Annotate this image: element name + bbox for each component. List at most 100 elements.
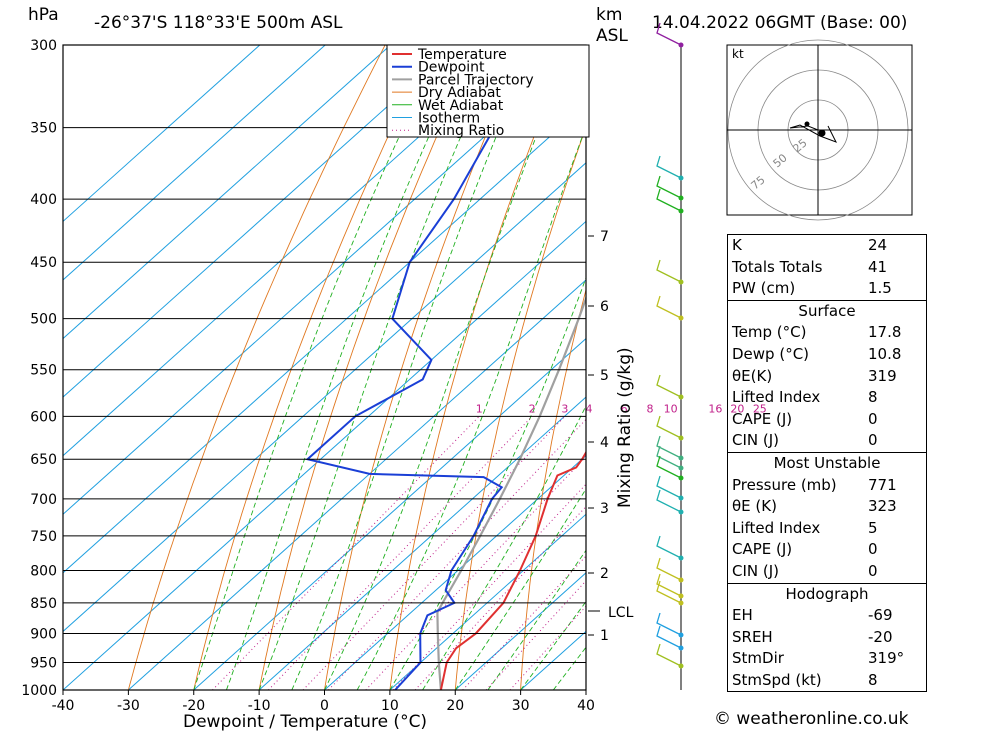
mixing-ratio-label: 8 [647, 402, 654, 415]
surface-title: Surface [798, 301, 856, 320]
hodograph-stat-label: SREH [732, 627, 773, 646]
surface-label: Temp (°C) [732, 323, 807, 342]
surface-row: Temp (°C) 17.8 [728, 322, 926, 344]
surface-row: Dewp (°C) 10.8 [728, 344, 926, 366]
temperature-tick-label: -10 [248, 698, 271, 714]
most-unstable-row: CAPE (J) 0 [728, 539, 926, 561]
index-label: K [732, 236, 742, 254]
pressure-tick-label: 950 [30, 656, 57, 672]
isotherm-line [63, 45, 586, 515]
hodograph-stat-label: StmDir [732, 649, 784, 668]
mixing-ratio-label: 4 [585, 402, 592, 415]
mixing-ratio-axis-label: Mixing Ratio (g/kg) [615, 347, 635, 508]
dry-adiabat-line [520, 287, 586, 690]
temperature-tick-label: 20 [446, 698, 464, 714]
wind-barb [656, 489, 682, 513]
wind-barb [656, 175, 682, 199]
wind-barb [656, 580, 682, 604]
mixing-ratio-line [268, 415, 533, 690]
dry-adiabat-line [952, 45, 987, 690]
isotherm-line [389, 513, 586, 690]
index-value: 1.5 [868, 279, 892, 298]
hodograph-stats-section: Hodograph EH -69 SREH -20 StmDir 319° StmSpd (… [728, 582, 926, 692]
most-unstable-label: θE (K) [732, 497, 777, 516]
hodograph-storm-motion [818, 129, 826, 137]
surface-row: CAPE (J) 0 [728, 409, 926, 431]
isotherm-line [63, 162, 586, 633]
km-tick-label: 2 [600, 566, 609, 582]
wind-barb [656, 22, 682, 46]
surface-row: θE(K) 319 [728, 366, 926, 388]
hpa-label: hPa [28, 5, 59, 25]
index-row: Totals Totals 41 [728, 257, 926, 279]
surface-row: Lifted Index 8 [728, 387, 926, 409]
mixing-ratio-label: 6 [621, 402, 628, 415]
surface-label: CIN (J) [732, 431, 780, 450]
mixing-ratio-label: 16 [708, 402, 722, 415]
hodograph-stat-value: -69 [868, 606, 893, 625]
wind-barb [656, 535, 682, 559]
wind-barb [656, 188, 682, 212]
isotherm-line [63, 220, 586, 690]
index-row: PW (cm) 1.5 [728, 278, 926, 300]
mixing-ratio-label: 25 [753, 402, 767, 415]
wind-barb [656, 625, 682, 649]
pressure-tick-label: 600 [30, 409, 57, 425]
legend-entry: Dewpoint [418, 60, 485, 76]
mixing-ratio-line [328, 418, 586, 690]
hodograph-stat-row: StmSpd (kt) 8 [728, 670, 926, 692]
most-unstable-section: Most Unstable Pressure (mb) 771 θE (K) 323 L… [728, 451, 926, 583]
pressure-tick-label: 750 [30, 529, 57, 545]
most-unstable-value: 5 [868, 518, 878, 537]
hodograph-stat-label: EH [732, 606, 753, 625]
km-tick-label: 4 [600, 435, 609, 451]
wind-barb [656, 455, 682, 479]
dewpoint-line [305, 45, 549, 690]
pressure-tick-label: 850 [30, 596, 57, 612]
wind-barb [656, 573, 682, 597]
index-label: PW (cm) [732, 279, 796, 298]
temperature-tick-label: -30 [117, 698, 140, 714]
mixing-ratio-label: 3 [561, 402, 568, 415]
hodograph-stat-value: -20 [868, 627, 893, 646]
parcel-trajectory-line [436, 295, 586, 690]
index-value: 24 [868, 236, 888, 254]
most-unstable-label: CAPE (J) [732, 540, 793, 559]
wind-barb [656, 557, 682, 581]
most-unstable-row: Lifted Index 5 [728, 518, 926, 540]
isotherm-line [63, 45, 261, 223]
wet-adiabat-line [389, 276, 586, 690]
km-tick-label: 1 [600, 628, 609, 644]
wet-adiabat-line [487, 549, 586, 690]
most-unstable-title: Most Unstable [773, 453, 881, 472]
temperature-tick-label: 30 [512, 698, 530, 714]
isotherm-line [324, 455, 586, 690]
dry-adiabat-line [454, 125, 586, 690]
lcl-label: LCL [608, 605, 634, 621]
most-unstable-value: 771 [868, 475, 897, 494]
pressure-tick-label: 700 [30, 492, 57, 508]
pressure-tick-label: 650 [30, 452, 57, 468]
copyright-footer[interactable]: © weatheronline.co.uk [714, 709, 909, 729]
legend-entry: Mixing Ratio [418, 123, 504, 139]
location-title: -26°37'S 118°33'E 500m ASL [94, 13, 343, 33]
pressure-tick-label: 1000 [21, 683, 57, 699]
wind-barb [656, 374, 682, 398]
hodograph-stat-row: StmDir 319° [728, 648, 926, 670]
hodograph-stat-value: 8 [868, 670, 878, 689]
legend-entry: Temperature [417, 47, 507, 63]
wind-level-marker [678, 509, 684, 515]
isotherm-line [128, 279, 586, 690]
plot-frame [62, 44, 587, 691]
pressure-tick-label: 400 [30, 192, 57, 208]
wind-barb [656, 445, 682, 469]
wind-barb [656, 643, 682, 667]
surface-section: Surface Temp (°C) 17.8 Dewp (°C) 10.8 θE(K) 3… [728, 299, 926, 452]
most-unstable-value: 0 [868, 561, 878, 580]
dry-adiabat-line [193, 45, 432, 690]
surface-label: Dewp (°C) [732, 344, 810, 363]
pressure-tick-label: 450 [30, 255, 57, 271]
index-label: Totals Totals [732, 257, 823, 276]
